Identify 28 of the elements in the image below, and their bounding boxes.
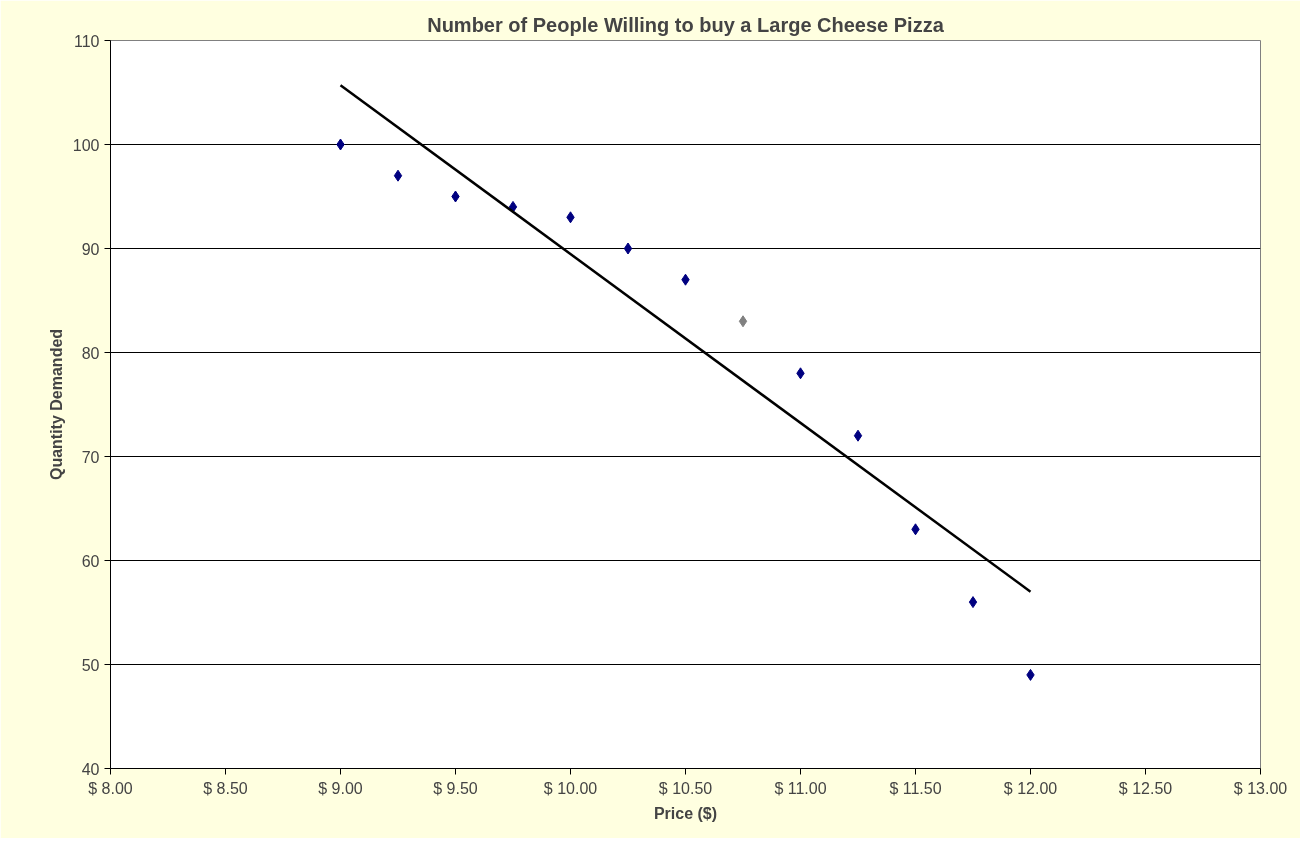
point (738, 315, 748, 328)
y-tick-label: 90 (81, 240, 100, 258)
x-tick-label: $ 12.00 (1003, 779, 1058, 797)
point (393, 169, 403, 182)
y-tick-label: 60 (81, 552, 100, 570)
x-tick-label: $ 12.50 (1118, 779, 1173, 797)
x-tick-label: $ 8.00 (88, 779, 133, 797)
x-tick-label: $ 10.00 (543, 779, 598, 797)
point (508, 200, 518, 213)
x-tick-label: $ 9.00 (318, 779, 363, 797)
y-tick-label: 40 (81, 760, 100, 778)
x-axis-title: Price ($) (653, 804, 718, 822)
y-tick-label: 80 (81, 344, 100, 362)
y-tick-label: 70 (81, 448, 100, 466)
point (853, 429, 863, 442)
x-tick-label: $ 11.50 (889, 779, 942, 797)
x-tick-label: $ 8.50 (203, 779, 248, 797)
point (623, 242, 633, 255)
y-tick-label: 110 (73, 32, 100, 50)
chart-title: Number of People Willing to buy a Large Cheese Pizza (427, 13, 945, 36)
x-tick-label: $ 13.00 (1233, 779, 1288, 797)
y-tick-label: 50 (81, 656, 100, 674)
x-tick-label: $ 11.00 (774, 779, 827, 797)
point (968, 596, 978, 609)
x-tick-label: $ 10.50 (658, 779, 713, 797)
x-tick-label: $ 9.50 (433, 779, 478, 797)
y-axis-title: Quantity Demanded (47, 328, 65, 481)
y-tick-label: 100 (72, 136, 100, 154)
